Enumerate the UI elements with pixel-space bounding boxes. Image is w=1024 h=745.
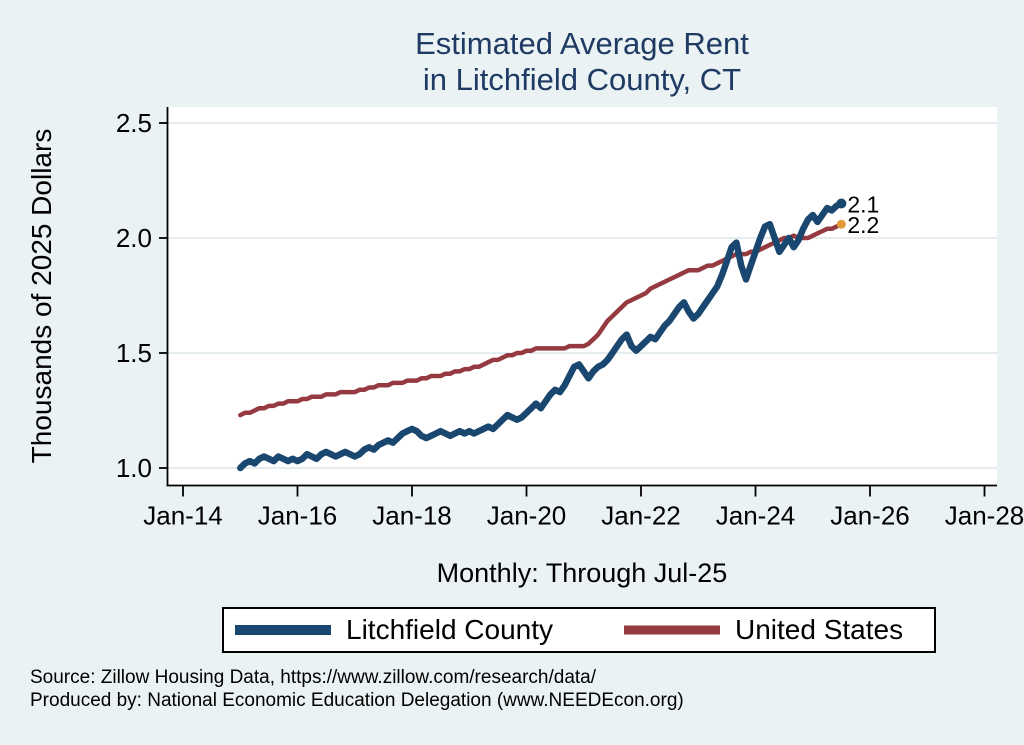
x-tick-label: Jan-28: [945, 501, 1024, 531]
y-tick-label: 2.5: [116, 108, 152, 138]
y-tick-label: 1.5: [116, 338, 152, 368]
x-tick-label: Jan-20: [487, 501, 567, 531]
source-note: Source: Zillow Housing Data, https://www…: [30, 666, 684, 712]
legend-label-united-states: United States: [735, 614, 904, 645]
x-tick-label: Jan-22: [601, 501, 681, 531]
y-tick-label: 1.0: [116, 453, 152, 483]
series-line-litchfield-county: [237, 200, 845, 472]
y-tick-label: 2.0: [116, 223, 152, 253]
end-label-litchfield-county: 2.1: [847, 192, 879, 218]
chart-title-line1: Estimated Average Rent: [415, 26, 749, 61]
chart-subtitle: Monthly: Through Jul-25: [436, 558, 728, 588]
x-tick-label: Jan-18: [372, 501, 452, 531]
end-label-united-states: 2.2: [847, 212, 879, 238]
produced-by-line: Produced by: National Economic Education…: [30, 690, 684, 711]
legend-label-litchfield-county: Litchfield County: [346, 614, 554, 645]
legend: Litchfield County United States: [222, 607, 936, 653]
end-marker-united-states: [836, 219, 846, 229]
legend-swatch-united-states: [624, 625, 720, 635]
x-tick-label: Jan-24: [716, 501, 796, 531]
chart-title-line2: in Litchfield County, CT: [422, 62, 742, 97]
legend-swatch-litchfield-county: [235, 625, 331, 635]
plot-area: [167, 107, 997, 486]
x-tick-label: Jan-14: [143, 501, 223, 531]
x-tick-label: Jan-26: [830, 501, 910, 531]
chart-title: Estimated Average Rent in Litchfield Cou…: [167, 26, 997, 98]
source-line: Source: Zillow Housing Data, https://www…: [30, 667, 597, 688]
end-marker-litchfield-county: [836, 198, 847, 209]
x-tick-label: Jan-16: [258, 501, 338, 531]
